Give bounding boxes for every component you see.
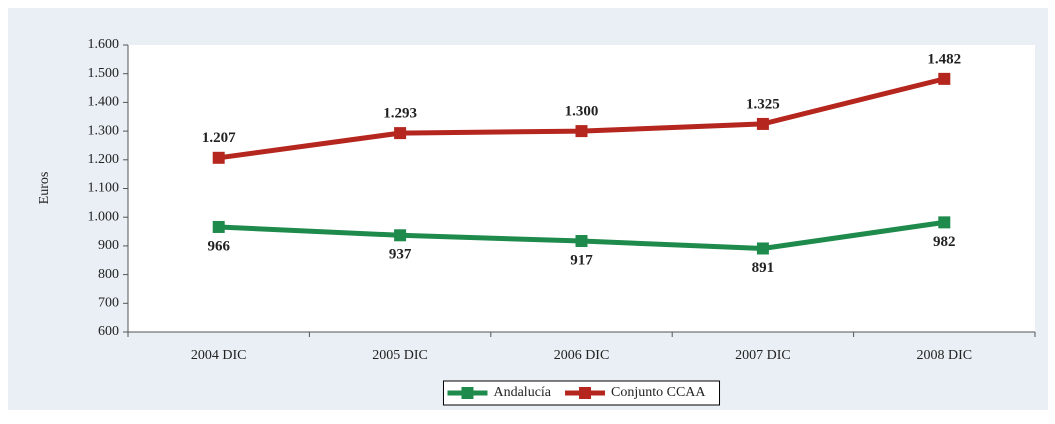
point-marker [394, 127, 407, 140]
data-label: 1.293 [383, 106, 417, 122]
x-tick-label: 2004 DIC [191, 348, 247, 363]
data-label: 1.325 [746, 96, 780, 112]
legend-group: Andalucía Conjunto CCAA [442, 380, 721, 406]
y-tick-label: 900 [98, 238, 119, 253]
y-tick-label: 1.400 [88, 95, 120, 110]
point-marker [212, 220, 225, 233]
y-tick-label: 1.200 [88, 152, 120, 167]
y-tick-label: 1.100 [88, 181, 120, 196]
y-tick-label: 1.000 [88, 209, 120, 224]
legend-swatch [461, 387, 474, 399]
data-label: 966 [207, 238, 230, 254]
y-tick-label: 700 [98, 296, 119, 311]
y-tick-label: 600 [98, 324, 119, 339]
x-tick-label: 2005 DIC [372, 348, 428, 363]
point-marker [756, 242, 769, 255]
y-tick-label: 1.300 [88, 123, 120, 138]
y-axis-title: Euros [37, 172, 52, 205]
y-tick-label: 1.600 [88, 37, 120, 52]
data-label: 1.300 [565, 104, 599, 120]
legend-label: Andalucía [493, 385, 551, 400]
data-label: 1.207 [202, 130, 236, 146]
data-label: 917 [570, 252, 593, 268]
point-marker [575, 125, 588, 138]
data-label: 982 [933, 234, 956, 250]
data-label: 891 [752, 260, 775, 276]
x-tick-label: 2008 DIC [916, 348, 972, 363]
x-tick-label: 2007 DIC [735, 348, 791, 363]
point-marker [938, 216, 951, 229]
point-marker [212, 151, 225, 164]
y-tick-label: 800 [98, 267, 119, 282]
data-label: 937 [389, 247, 412, 263]
legend-swatch [579, 387, 592, 399]
y-tick-label: 1.500 [88, 66, 120, 81]
point-marker [756, 117, 769, 130]
point-marker [575, 235, 588, 248]
x-tick-label: 2006 DIC [554, 348, 610, 363]
point-marker [394, 229, 407, 242]
data-label: 1.482 [927, 51, 961, 67]
point-marker [938, 72, 951, 85]
legend-label: Conjunto CCAA [611, 385, 706, 400]
